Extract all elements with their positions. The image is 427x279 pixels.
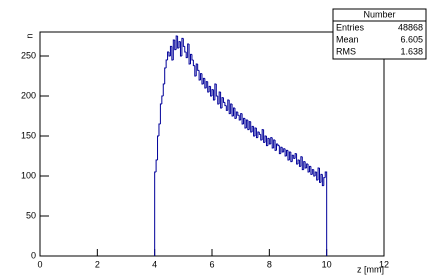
y-tick-label: 200 [21,90,36,100]
stats-label: Entries [336,22,365,32]
stats-label: RMS [336,46,356,56]
y-tick-label: 100 [21,170,36,180]
histogram-bin [237,112,240,116]
stats-frame [332,8,427,60]
histogram-bin [159,103,162,124]
histogram-bin [192,60,195,67]
histogram-bin [258,132,261,135]
histogram-bin [224,102,227,107]
histogram-bin [184,46,187,53]
plot-frame [39,31,385,257]
y-tick-label: 250 [21,50,36,60]
x-tick-label: 6 [209,259,214,269]
stats-value: 6.605 [400,34,423,44]
x-tick-label: 2 [95,259,100,269]
histogram-bin [191,54,194,61]
histogram-bin [182,38,185,47]
y-tick-label: 0 [31,250,36,260]
histogram-bin [161,95,164,104]
histogram-bin [165,59,168,68]
histogram-bin [277,144,280,147]
histogram-bin [157,135,159,160]
x-tick-label: 4 [152,259,157,269]
x-tick-label: 8 [267,259,272,269]
histogram-bin [155,159,158,172]
histogram-bin [215,84,218,97]
y-axis-label: n [24,33,34,38]
histogram-bin [158,123,161,136]
histogram-bin [164,67,167,84]
x-tick-label: 12 [379,259,389,269]
histogram-bin [162,83,165,96]
y-tick-label: 150 [21,130,36,140]
histogram-bin [324,171,328,256]
stats-label: Mean [336,34,359,44]
histogram-bin [197,64,200,71]
stats-value: 1.638 [400,46,423,56]
x-tick-label: 10 [322,259,332,269]
histogram-bin [154,171,157,256]
stats-value: 48868 [398,22,423,32]
x-axis-label: z [mm] [357,264,384,274]
x-tick-label: 0 [37,259,42,269]
y-tick-label: 50 [26,210,36,220]
stats-box: Number Entries 48868 Mean 6.605 RMS 1.638 [332,8,427,60]
stats-title: Number [363,9,395,19]
histogram-bin [323,177,326,186]
histogram-bin [222,97,225,103]
